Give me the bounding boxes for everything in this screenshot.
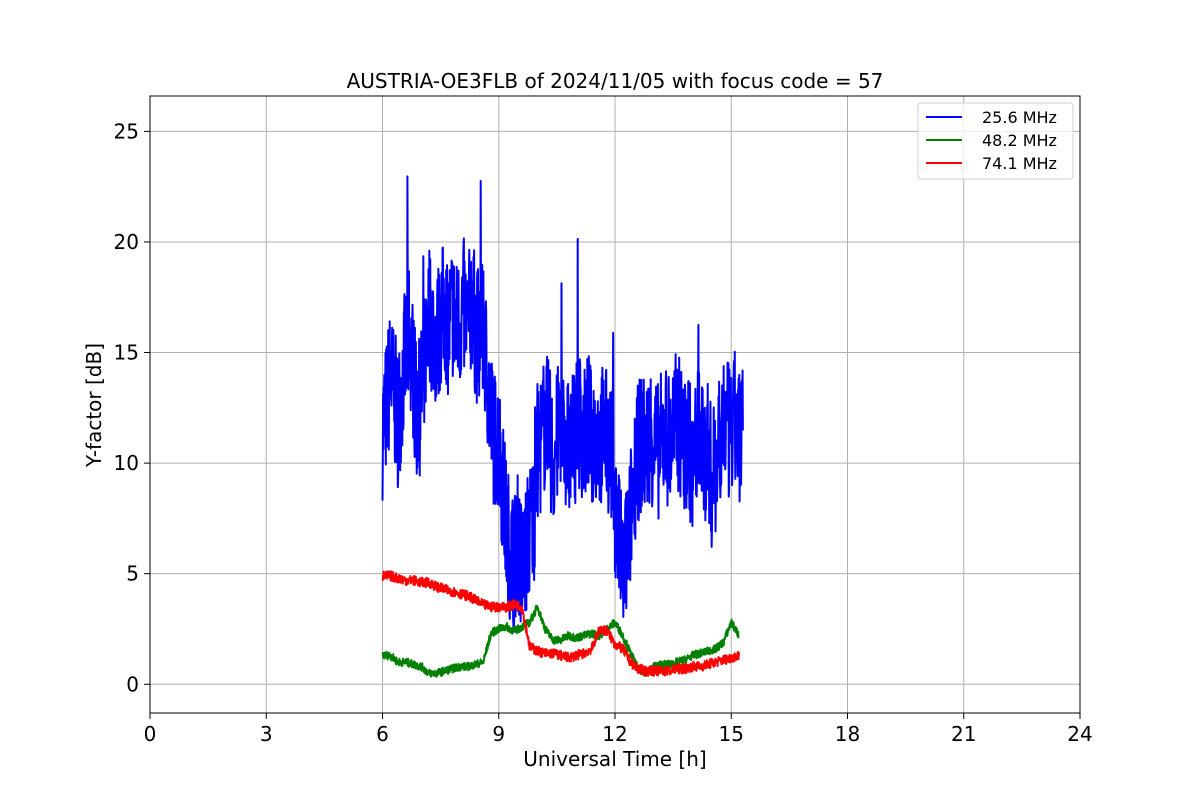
- x-axis-ticks: 0 3 6 9 12 15 18 21 24: [144, 713, 1093, 746]
- x-tick-label: 18: [835, 722, 860, 746]
- x-tick-label: 3: [260, 722, 273, 746]
- legend: 25.6 MHz 48.2 MHz 74.1 MHz: [917, 102, 1074, 180]
- y-axis-label: Y-factor [dB]: [82, 343, 106, 468]
- legend-label-74-1: 74.1 MHz: [982, 154, 1057, 173]
- y-tick-label: 20: [114, 230, 139, 254]
- y-tick-label: 10: [114, 451, 139, 475]
- x-tick-label: 12: [602, 722, 627, 746]
- y-axis-ticks: 0 5 10 15 20 25: [114, 119, 150, 696]
- y-tick-label: 15: [114, 341, 139, 365]
- x-tick-label: 0: [144, 722, 157, 746]
- series-line-2: [381, 570, 740, 677]
- x-tick-label: 15: [719, 722, 744, 746]
- legend-box: [917, 102, 1074, 180]
- y-tick-label: 0: [126, 672, 139, 696]
- x-tick-label: 9: [492, 722, 505, 746]
- x-axis-label: Universal Time [h]: [523, 747, 706, 771]
- y-tick-label: 5: [126, 562, 139, 586]
- series-layer: [381, 175, 744, 678]
- series-line-1: [381, 604, 740, 678]
- series-line-0: [381, 175, 744, 633]
- y-tick-label: 25: [114, 119, 139, 143]
- legend-label-48-2: 48.2 MHz: [982, 131, 1057, 150]
- x-tick-label: 24: [1067, 722, 1092, 746]
- legend-label-25-6: 25.6 MHz: [982, 108, 1057, 127]
- x-tick-label: 6: [376, 722, 389, 746]
- x-tick-label: 21: [951, 722, 976, 746]
- chart-title: AUSTRIA-OE3FLB of 2024/11/05 with focus …: [347, 69, 884, 93]
